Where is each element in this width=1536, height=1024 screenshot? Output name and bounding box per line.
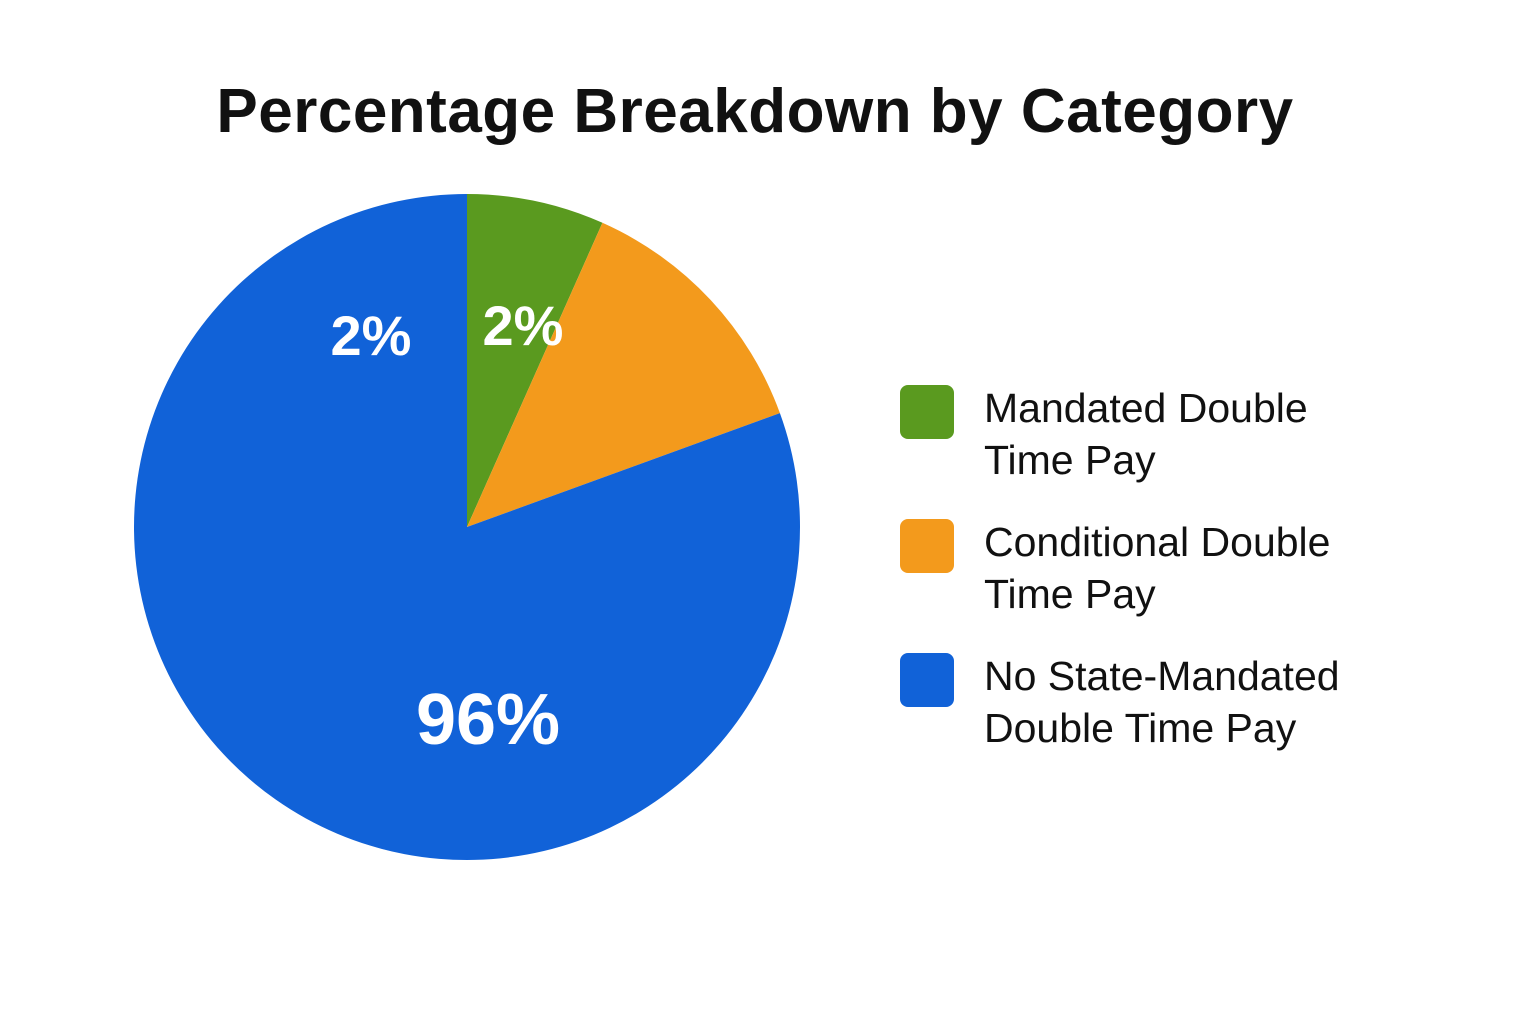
legend-label-mandated: Mandated Double Time Pay (984, 385, 1308, 483)
legend-swatch-conditional (900, 519, 954, 573)
pie-slice-labels: 2% 2% 96% (331, 294, 564, 760)
pie-slice-no-mandate (134, 194, 800, 860)
slice-label-no-mandate: 96% (416, 680, 560, 760)
chart-title: Percentage Breakdown by Category (216, 77, 1294, 146)
pie-slices (134, 194, 800, 860)
pie-slice-conditional (467, 222, 780, 527)
legend: Mandated Double Time Pay Conditional Dou… (900, 382, 1500, 784)
pie-slice-mandated (467, 194, 603, 527)
legend-item-no-mandate: No State-Mandated Double Time Pay (900, 650, 1500, 754)
legend-item-conditional: Conditional Double Time Pay (900, 516, 1500, 620)
slice-label-mandated: 2% (483, 294, 564, 357)
legend-swatch-mandated (900, 385, 954, 439)
legend-label-no-mandate: No State-Mandated Double Time Pay (984, 653, 1340, 751)
legend-swatch-no-mandate (900, 653, 954, 707)
legend-item-mandated: Mandated Double Time Pay (900, 382, 1500, 486)
legend-label-conditional: Conditional Double Time Pay (984, 519, 1331, 617)
slice-label-conditional: 2% (331, 304, 412, 367)
